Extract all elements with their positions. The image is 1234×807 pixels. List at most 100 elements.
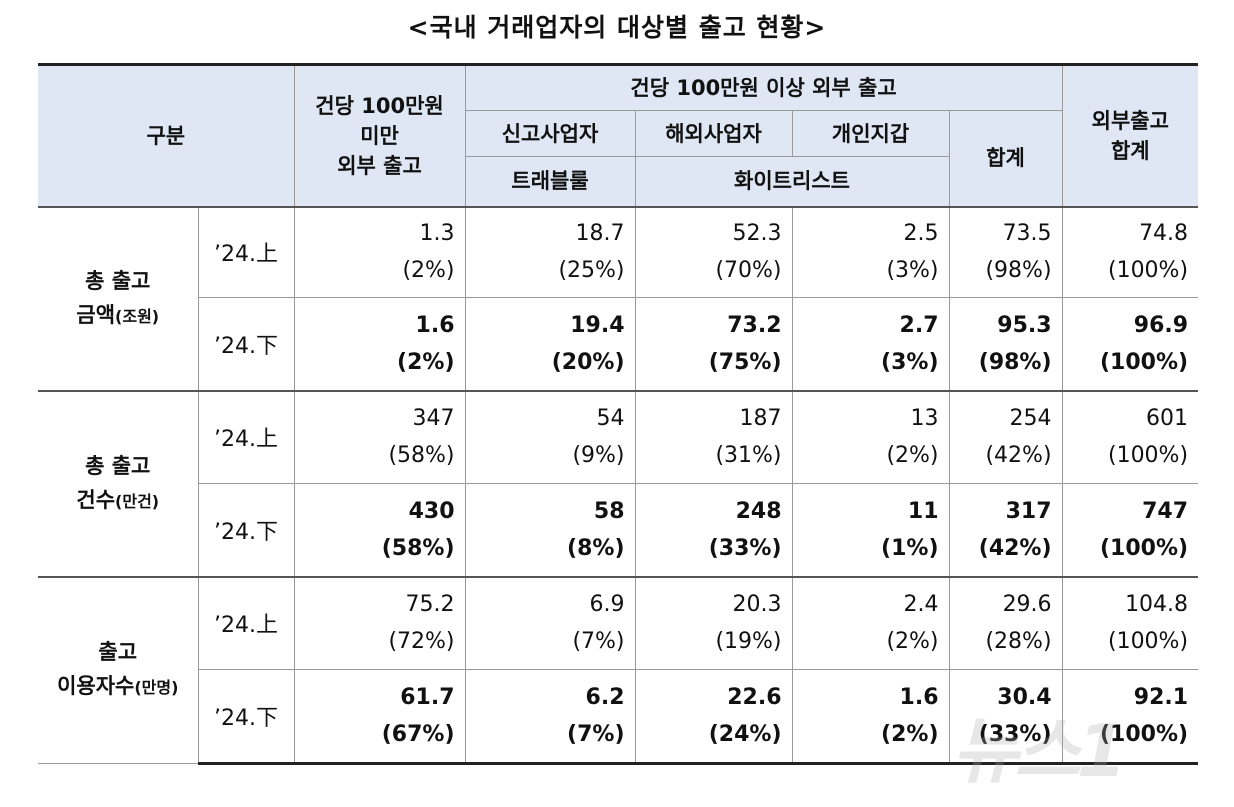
cell-value: 601 — [1146, 406, 1189, 432]
table-row: ’24.下 1.6 (2%) 19.4 (20%) 73.2 (75%) 2.7 (3%… — [38, 297, 1199, 391]
table-row: 총 출고 건수(만건) ’24.上 347 (58%) 54 (9%) 187 (31… — [38, 389, 1199, 577]
cell-value: 2.5 — [903, 221, 939, 247]
share-percent: (28%) — [985, 629, 1052, 655]
cell-value: 13 — [910, 406, 939, 432]
period-label: ’24.上 — [197, 575, 295, 670]
share-percent: (19%) — [715, 629, 782, 655]
table-row: ’24.下 61.7 (67%) 6.2 (7%) 22.6 (24%) 1.6 (2%… — [38, 669, 1199, 765]
cell-total: 92.1 (100%) — [1061, 669, 1199, 765]
header-total: 외부출고 합계 — [1061, 63, 1199, 207]
cell-under-1m: 61.7 (67%) — [293, 669, 466, 765]
cell-value: 1.6 — [899, 685, 939, 710]
cell-overseas: 187 (31%) — [634, 389, 793, 484]
cell-reported: 18.7 (25%) — [464, 205, 636, 298]
period-label: ’24.下 — [198, 483, 295, 577]
share-percent: (42%) — [985, 443, 1052, 469]
share-percent: (33%) — [708, 535, 782, 561]
header-subtotal: 합계 — [948, 110, 1063, 207]
period-label: ’24.上 — [197, 205, 295, 298]
cell-value: 52.3 — [732, 221, 782, 247]
cell-value: 11 — [907, 498, 939, 524]
cell-reported: 6.2 (7%) — [464, 669, 636, 765]
cell-under-1m: 430 (58%) — [293, 483, 466, 577]
share-percent: (70%) — [715, 258, 782, 284]
cell-value: 73.5 — [1002, 221, 1052, 247]
share-percent: (8%) — [567, 535, 625, 561]
share-percent: (7%) — [567, 722, 625, 747]
group-label-users: 출고 이용자수(만명) — [38, 575, 199, 764]
cell-value: 95.3 — [997, 312, 1052, 338]
share-percent: (100%) — [1099, 349, 1189, 375]
share-percent: (2%) — [397, 349, 455, 375]
share-percent: (58%) — [388, 443, 455, 469]
header-travel-rule: 트래블룰 — [465, 156, 636, 207]
cell-subtotal: 254 (42%) — [948, 389, 1063, 484]
header-over-1m-group: 건당 100만원 이상 외부 출고 — [464, 63, 1063, 111]
header-under-1m: 건당 100만원 미만 외부 출고 — [293, 63, 466, 207]
cell-value: 73.2 — [727, 312, 782, 338]
cell-value: 19.4 — [570, 312, 625, 338]
period-label: ’24.上 — [197, 389, 295, 484]
cell-value: 248 — [735, 498, 782, 524]
header-overseas-vasp: 해외사업자 — [634, 110, 793, 157]
share-percent: (2%) — [881, 722, 939, 747]
cell-subtotal: 73.5 (98%) — [948, 205, 1063, 298]
cell-personal: 1.6 (2%) — [791, 669, 950, 765]
cell-overseas: 73.2 (75%) — [634, 297, 793, 391]
group-label-count: 총 출고 건수(만건) — [38, 389, 199, 577]
cell-value: 22.6 — [727, 685, 782, 710]
cell-value: 747 — [1142, 498, 1189, 524]
cell-value: 1.3 — [419, 221, 455, 247]
share-percent: (42%) — [978, 535, 1052, 561]
cell-value: 75.2 — [405, 592, 455, 618]
group-label-amount: 총 출고 금액(조원) — [38, 205, 199, 391]
cell-value: 2.7 — [899, 312, 939, 338]
share-percent: (67%) — [381, 722, 455, 747]
cell-reported: 6.9 (7%) — [464, 575, 636, 670]
header-category: 구분 — [38, 63, 295, 207]
share-percent: (98%) — [978, 349, 1052, 375]
cell-personal: 2.7 (3%) — [791, 297, 950, 391]
cell-value: 104.8 — [1125, 592, 1189, 618]
news1-watermark-logo: 뉴스1 — [952, 709, 1127, 793]
cell-value: 96.9 — [1133, 312, 1189, 338]
cell-value: 2.4 — [903, 592, 939, 618]
table-row: 출고 이용자수(만명) ’24.上 75.2 (72%) 6.9 (7%) 20.3… — [38, 575, 1199, 764]
table-title: <국내 거래업자의 대상별 출고 현황> — [407, 13, 827, 42]
cell-overseas: 20.3 (19%) — [634, 575, 793, 670]
header-personal-wallet: 개인지갑 — [791, 110, 950, 157]
header-reported-vasp: 신고사업자 — [465, 110, 636, 157]
share-percent: (24%) — [708, 722, 782, 747]
cell-value: 29.6 — [1002, 592, 1052, 618]
cell-total: 747 (100%) — [1061, 483, 1199, 577]
cell-value: 54 — [596, 406, 625, 432]
cell-total: 104.8 (100%) — [1061, 575, 1199, 670]
cell-subtotal: 317 (42%) — [948, 483, 1063, 577]
cell-overseas: 22.6 (24%) — [634, 669, 793, 765]
cell-value: 6.2 — [585, 685, 625, 710]
share-percent: (100%) — [1099, 722, 1189, 747]
share-percent: (3%) — [886, 258, 939, 284]
cell-total: 96.9 (100%) — [1061, 297, 1199, 391]
cell-value: 347 — [412, 406, 455, 432]
cell-under-1m: 1.3 (2%) — [293, 205, 466, 298]
cell-personal: 13 (2%) — [791, 389, 950, 484]
share-percent: (72%) — [388, 629, 455, 655]
cell-value: 1.6 — [415, 312, 455, 338]
cell-personal: 11 (1%) — [791, 483, 950, 577]
share-percent: (1%) — [881, 535, 939, 561]
share-percent: (2%) — [886, 629, 939, 655]
share-percent: (31%) — [715, 443, 782, 469]
share-percent: (9%) — [572, 443, 625, 469]
share-percent: (98%) — [985, 258, 1052, 284]
share-percent: (100%) — [1107, 258, 1189, 284]
cell-value: 430 — [408, 498, 455, 524]
table-row: 총 출고 금액(조원) ’24.上 1.3 (2%) 18.7 (25%) 52.3… — [38, 205, 1199, 391]
header-whitelist: 화이트리스트 — [634, 156, 950, 207]
share-percent: (100%) — [1107, 443, 1189, 469]
cell-value: 254 — [1009, 406, 1052, 432]
share-percent: (33%) — [978, 722, 1052, 747]
cell-value: 317 — [1005, 498, 1052, 524]
cell-under-1m: 1.6 (2%) — [293, 297, 466, 391]
cell-value: 92.1 — [1133, 685, 1189, 710]
